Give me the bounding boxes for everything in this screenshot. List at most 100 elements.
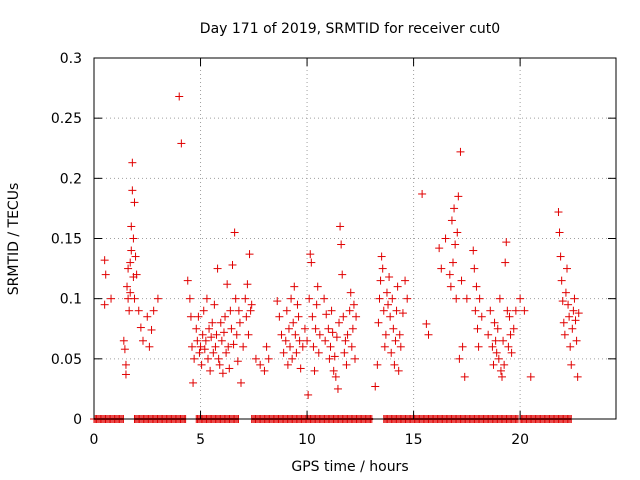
data-point	[207, 333, 216, 342]
x-tick-label: 5	[196, 432, 205, 448]
data-point	[308, 312, 317, 321]
data-point	[328, 328, 337, 337]
data-point	[378, 264, 387, 273]
data-point	[504, 342, 513, 351]
data-point	[554, 208, 563, 217]
data-point	[279, 348, 288, 357]
data-point	[394, 366, 403, 375]
data-point	[305, 294, 314, 303]
data-point	[484, 330, 493, 339]
data-point	[128, 186, 137, 195]
data-points	[90, 92, 583, 423]
data-point	[143, 312, 152, 321]
data-point	[398, 309, 407, 318]
data-point	[247, 300, 256, 309]
data-point	[129, 234, 138, 243]
data-point	[264, 354, 273, 363]
data-point	[210, 300, 219, 309]
data-point	[203, 354, 212, 363]
data-point	[496, 366, 505, 375]
y-tick-label: 0.05	[51, 352, 82, 368]
data-point	[511, 306, 520, 315]
data-point	[401, 276, 410, 285]
data-point	[190, 354, 199, 363]
data-point	[304, 390, 313, 399]
data-point	[228, 260, 237, 269]
data-point	[125, 306, 134, 315]
data-point	[473, 324, 482, 333]
data-point	[571, 316, 580, 325]
data-point	[437, 264, 446, 273]
data-point	[100, 300, 109, 309]
data-point	[471, 306, 480, 315]
data-point	[374, 318, 383, 327]
data-point	[556, 252, 565, 261]
data-point	[450, 204, 459, 213]
data-point	[293, 300, 302, 309]
data-point	[499, 336, 508, 345]
data-point	[472, 282, 481, 291]
data-point	[192, 324, 201, 333]
grid-lines	[94, 58, 616, 419]
data-point	[130, 198, 139, 207]
data-point	[130, 294, 139, 303]
data-point	[456, 147, 465, 156]
data-point	[393, 282, 402, 291]
data-point	[340, 348, 349, 357]
data-point	[386, 312, 395, 321]
data-point	[277, 330, 286, 339]
data-point	[202, 294, 211, 303]
y-tick-label: 0.3	[60, 51, 82, 67]
data-point	[498, 372, 507, 381]
data-point	[185, 294, 194, 303]
data-point	[502, 238, 511, 247]
data-point	[488, 342, 497, 351]
data-point	[195, 348, 204, 357]
data-point	[242, 312, 251, 321]
data-point	[573, 372, 582, 381]
data-point	[447, 216, 456, 225]
data-point	[291, 330, 300, 339]
data-point	[566, 342, 575, 351]
data-point	[214, 354, 223, 363]
y-axis-label: SRMTID / TECUs	[6, 183, 22, 296]
data-point	[352, 312, 361, 321]
data-point	[205, 324, 214, 333]
data-point	[561, 288, 570, 297]
x-tick-label: 0	[90, 432, 99, 448]
data-point	[235, 318, 244, 327]
data-point	[295, 336, 304, 345]
y-tick-label: 0	[73, 412, 82, 428]
data-point	[351, 354, 359, 363]
data-point	[225, 364, 234, 373]
data-point	[503, 306, 512, 315]
data-point	[303, 336, 312, 345]
data-point	[283, 360, 292, 369]
data-point	[322, 310, 331, 319]
data-point	[489, 360, 498, 369]
data-point	[494, 354, 503, 363]
data-point	[237, 378, 246, 387]
data-point	[275, 312, 284, 321]
data-point	[490, 318, 499, 327]
data-point	[100, 256, 109, 265]
data-point	[189, 378, 198, 387]
data-point	[390, 360, 399, 369]
data-point	[289, 318, 298, 327]
data-point	[389, 324, 398, 333]
data-point	[379, 306, 388, 315]
data-point	[516, 294, 525, 303]
data-point	[327, 306, 336, 315]
data-point	[445, 270, 454, 279]
data-point	[392, 306, 401, 315]
data-point	[491, 336, 500, 345]
data-point	[342, 360, 351, 369]
data-point	[500, 360, 509, 369]
data-point	[197, 360, 206, 369]
data-point	[441, 234, 450, 243]
data-point	[128, 158, 137, 167]
data-point	[206, 366, 215, 375]
data-point	[424, 330, 433, 339]
data-point	[223, 280, 232, 289]
data-point	[469, 246, 478, 255]
